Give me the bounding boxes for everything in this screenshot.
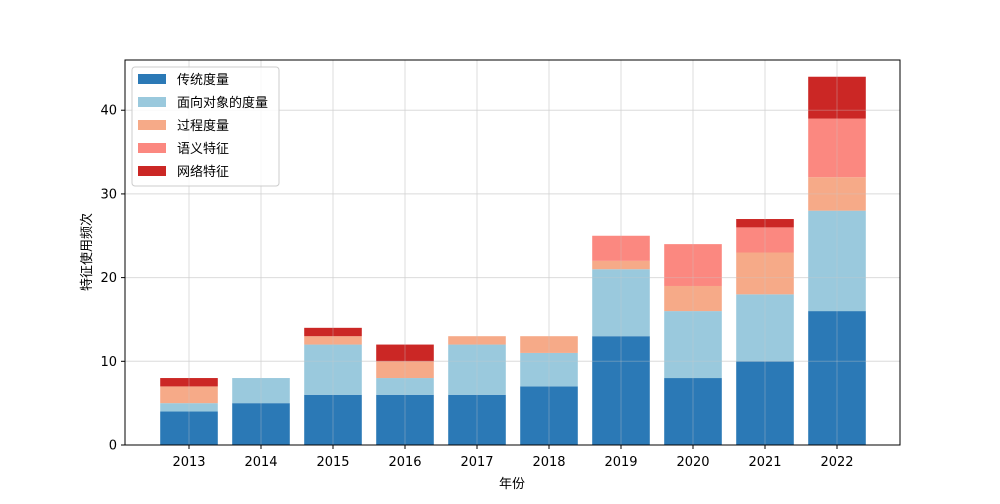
x-tick-label: 2015 bbox=[316, 455, 349, 470]
bar-segment bbox=[736, 219, 794, 228]
legend-label: 传统度量 bbox=[177, 72, 229, 88]
bar-segment bbox=[664, 244, 722, 286]
bar-segment bbox=[448, 336, 506, 345]
bar-segment bbox=[736, 252, 794, 295]
bar-segment bbox=[808, 311, 866, 445]
bar-segment bbox=[592, 260, 650, 270]
bar-segment bbox=[808, 210, 866, 312]
x-axis: 2013 2014 2015 2016 2017 2018 2019 2020 2021 2022 bbox=[172, 445, 854, 470]
bar-segment bbox=[664, 311, 722, 379]
legend-swatch bbox=[138, 166, 166, 176]
x-axis-title: 年份 bbox=[499, 477, 525, 492]
bar-segment bbox=[160, 403, 218, 412]
y-tick-label: 20 bbox=[100, 271, 117, 286]
bar-segment bbox=[304, 344, 362, 395]
bar-segment bbox=[592, 269, 650, 337]
legend-box bbox=[131, 66, 280, 187]
bar-segment bbox=[232, 378, 290, 404]
bar-segment bbox=[808, 118, 866, 178]
legend-swatch bbox=[138, 97, 166, 107]
bar-segment bbox=[736, 227, 794, 253]
legend-swatch bbox=[138, 143, 166, 153]
bar-segment bbox=[376, 394, 434, 445]
bars bbox=[160, 76, 866, 445]
bar-segment bbox=[520, 386, 578, 445]
bar-segment bbox=[160, 411, 218, 445]
bar-segment bbox=[160, 378, 218, 387]
x-tick-label: 2021 bbox=[748, 455, 781, 470]
bar-segment bbox=[376, 344, 434, 362]
bar-segment bbox=[736, 294, 794, 362]
bar-segment bbox=[664, 285, 722, 312]
bar-segment bbox=[520, 352, 578, 387]
y-axis: 0 10 20 30 40 bbox=[100, 104, 125, 454]
bar-segment bbox=[232, 403, 290, 445]
bar-segment bbox=[304, 327, 362, 337]
legend-label: 语义特征 bbox=[177, 142, 229, 157]
y-tick-label: 0 bbox=[109, 439, 117, 454]
x-tick-label: 2020 bbox=[676, 455, 709, 470]
bar-segment bbox=[664, 378, 722, 445]
bar-segment bbox=[304, 336, 362, 345]
plot-frame bbox=[124, 59, 901, 446]
bar-segment bbox=[376, 361, 434, 379]
legend-label: 过程度量 bbox=[177, 118, 229, 134]
legend-swatch bbox=[138, 120, 166, 130]
bar-segment bbox=[448, 394, 506, 445]
bar-segment bbox=[304, 394, 362, 445]
bar-segment bbox=[592, 336, 650, 445]
x-tick-label: 2014 bbox=[244, 455, 277, 470]
y-tick-label: 10 bbox=[100, 355, 117, 370]
x-tick-label: 2017 bbox=[460, 455, 493, 470]
bar-segment bbox=[520, 336, 578, 353]
x-tick-label: 2022 bbox=[820, 455, 853, 470]
bar-segment bbox=[448, 344, 506, 395]
bar-segment bbox=[160, 386, 218, 404]
bar-segment bbox=[808, 177, 866, 211]
y-axis-title: 特征使用频次 bbox=[79, 213, 95, 291]
bar-segment bbox=[592, 235, 650, 261]
x-tick-label: 2013 bbox=[172, 455, 205, 470]
legend-label: 网络特征 bbox=[177, 164, 229, 180]
bar-segment bbox=[376, 378, 434, 395]
y-tick-label: 30 bbox=[100, 187, 117, 202]
bar-segment bbox=[808, 76, 866, 119]
x-tick-label: 2019 bbox=[604, 455, 637, 470]
legend-swatch bbox=[138, 74, 166, 84]
legend-label: 面向对象的度量 bbox=[177, 95, 268, 111]
bar-segment bbox=[736, 361, 794, 445]
y-tick-label: 40 bbox=[100, 104, 117, 119]
x-tick-label: 2016 bbox=[388, 455, 421, 470]
x-tick-label: 2018 bbox=[532, 455, 565, 470]
